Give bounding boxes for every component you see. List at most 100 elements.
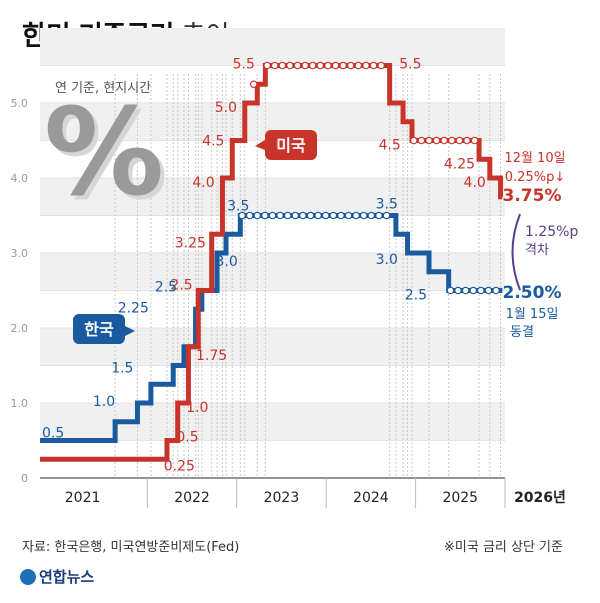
logo-icon	[20, 569, 36, 585]
us-point-label: 4.25	[444, 156, 475, 172]
us-tag-box	[265, 130, 317, 160]
us-plateau-dot	[440, 136, 448, 145]
us-point-label: 5.0	[215, 100, 237, 116]
us-final-value: 3.75%	[503, 186, 562, 206]
kr-plateau-dot	[352, 211, 360, 220]
us-tag-label: 미국	[276, 136, 306, 155]
us-point-label: 1.75	[196, 348, 227, 364]
kr-final-note-status: 동결	[510, 325, 534, 340]
us-plateau-dot	[409, 136, 418, 145]
us-plateau-dot	[417, 136, 426, 145]
x-tick-label: 2023	[264, 490, 300, 506]
kr-plateau-dot	[337, 211, 345, 220]
kr-plateau-dot	[238, 211, 246, 220]
us-plateau-dot	[377, 61, 385, 70]
us-point-label: 4.0	[192, 175, 214, 191]
us-plateau-dot	[316, 61, 325, 70]
us-point-label: 5.5	[399, 57, 421, 73]
kr-plateau-dot	[367, 211, 376, 220]
kr-point-label: 2.25	[118, 300, 149, 316]
kr-point-label: 3.0	[216, 254, 238, 270]
us-point-label: 0.5	[176, 430, 198, 446]
kr-point-label: 0.5	[42, 426, 64, 442]
us-point-label: 1.0	[186, 400, 208, 416]
kr-point-label: 3.0	[376, 252, 398, 268]
kr-tag-label: 한국	[84, 320, 114, 339]
kr-plateau-dot	[375, 211, 383, 220]
kr-plateau-dot	[359, 211, 368, 220]
us-plateau-dot	[362, 61, 370, 70]
logo-text: 연합뉴스	[39, 568, 95, 586]
kr-plateau-dot	[382, 211, 391, 220]
kr-plateau-dot	[299, 211, 307, 220]
us-point-label: 4.5	[202, 134, 224, 150]
kr-point-label: 2.5	[155, 280, 177, 296]
kr-plateau-dot	[321, 211, 330, 220]
us-point-label: 4.5	[379, 138, 401, 154]
us-plateau-dot	[346, 61, 355, 70]
kr-point-label: 3.5	[227, 199, 249, 215]
y-tick-label: 5.0	[11, 97, 29, 110]
percent-icon: %	[48, 88, 168, 227]
y-tick-label: 2.0	[11, 322, 29, 335]
us-plateau-dot	[278, 61, 287, 70]
us-plateau-dot	[270, 61, 279, 70]
gap-label: 격차	[525, 243, 549, 258]
kr-plateau-dot	[469, 286, 478, 295]
grid-band	[40, 178, 505, 216]
kr-plateau-dot	[261, 211, 269, 220]
us-plateau-dot	[293, 61, 302, 70]
us-plateau-dot	[286, 61, 294, 70]
kr-final-note-date: 1월 15일	[506, 307, 559, 322]
kr-plateau-dot	[477, 286, 485, 295]
x-tick-label: 2026년	[514, 490, 566, 506]
kr-plateau-dot	[245, 211, 254, 220]
kr-plateau-dot	[461, 286, 470, 295]
kr-plateau-dot	[314, 211, 322, 220]
series-us-line	[40, 63, 504, 462]
kr-point-label: 3.5	[376, 197, 398, 213]
kr-plateau-dot	[291, 211, 300, 220]
us-plateau-dot	[331, 61, 340, 70]
us-plateau-dot	[425, 136, 433, 145]
percent-icon: %	[44, 84, 164, 223]
kr-plateau-dot	[283, 211, 292, 220]
source-note: 자료: 한국은행, 미국연방준비제도(Fed)	[22, 540, 240, 555]
y-tick-label: 3.0	[11, 247, 29, 260]
us-plateau-dot	[432, 136, 441, 145]
us-plateau-dot	[301, 61, 309, 70]
us-final-note-change: 0.25%p↓	[505, 170, 565, 185]
us-plateau-dot	[354, 61, 363, 70]
us-tag-pointer	[255, 140, 265, 150]
us-plateau-dot	[369, 61, 378, 70]
us-plateau-dot	[249, 80, 258, 89]
footnote: ※미국 금리 상단 기준	[444, 540, 563, 555]
kr-tag-pointer	[125, 326, 135, 336]
us-point-label: 2.5	[170, 278, 192, 294]
us-final-note-date: 12월 10일	[504, 151, 565, 166]
gap-bracket	[511, 213, 521, 291]
gap-value: 1.25%p	[525, 224, 578, 240]
kr-plateau-dot	[306, 211, 315, 220]
kr-plateau-dot	[253, 211, 262, 220]
y-tick-label: 1.0	[11, 397, 29, 410]
kr-plateau-dot	[329, 211, 338, 220]
kr-point-label: 1.5	[111, 361, 133, 377]
y-tick-label: 0	[21, 472, 28, 485]
y-tick-label: 4.0	[11, 172, 29, 185]
kr-tag-box	[73, 314, 125, 344]
us-plateau-dot	[447, 136, 456, 145]
x-tick-label: 2024	[353, 490, 389, 506]
x-tick-label: 2021	[65, 490, 101, 506]
kr-plateau-dot	[344, 211, 353, 220]
x-tick-label: 2025	[442, 490, 478, 506]
kr-plateau-dot	[454, 286, 462, 295]
unit-note: 연 기준, 현지시간	[55, 81, 151, 96]
publisher-logo: 연합뉴스	[20, 566, 94, 587]
us-plateau-dot	[455, 136, 464, 145]
grid-band	[40, 28, 505, 66]
kr-plateau-dot	[268, 211, 277, 220]
kr-plateau-dot	[484, 286, 493, 295]
us-plateau-dot	[463, 136, 471, 145]
